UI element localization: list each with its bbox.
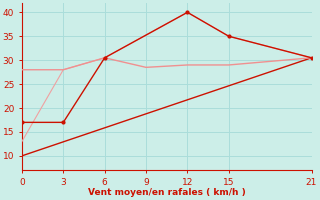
X-axis label: Vent moyen/en rafales ( km/h ): Vent moyen/en rafales ( km/h ) xyxy=(88,188,246,197)
